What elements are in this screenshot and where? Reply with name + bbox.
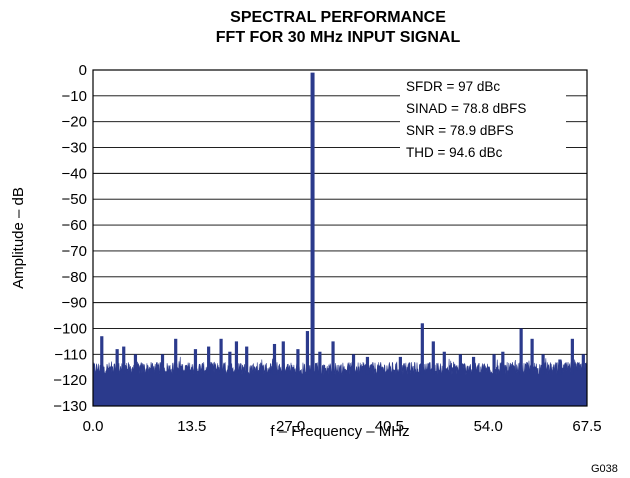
y-tick-label: −30	[62, 140, 87, 157]
x-tick-label: 54.0	[474, 418, 503, 435]
x-tick-label: 27.0	[276, 418, 305, 435]
annotation-background	[400, 76, 566, 162]
annotation-thd: THD = 94.6 dBc	[406, 145, 503, 160]
y-tick-label: −90	[62, 295, 87, 312]
y-axis-label: Amplitude – dB	[10, 187, 27, 289]
x-axis-ticks: 0.0 13.5 27.0 40.5 54.0 67.5	[83, 418, 602, 435]
y-tick-label: −130	[53, 398, 87, 415]
x-axis-label: f – Frequency – MHz	[270, 423, 409, 440]
y-tick-label: −40	[62, 165, 87, 182]
y-tick-label: −80	[62, 269, 87, 286]
y-tick-label: −110	[54, 346, 87, 363]
y-tick-label: −10	[62, 88, 87, 105]
figure-id: G038	[591, 463, 618, 475]
plot-frame	[92, 69, 588, 407]
annotation-sfdr: SFDR = 97 dBc	[406, 79, 500, 94]
chart-title-line-1: SPECTRAL PERFORMANCE	[230, 9, 446, 26]
y-axis-ticks: 0 −10 −20 −30 −40 −50 −60 −70 −80 −90 −100 −110 −120…	[53, 62, 87, 415]
spurs	[100, 72, 585, 375]
noise-floor	[92, 356, 588, 407]
chart-title-line-2: FFT FOR 30 MHz INPUT SIGNAL	[216, 29, 461, 46]
y-tick-label: 0	[79, 62, 87, 79]
x-tick-label: 67.5	[572, 418, 601, 435]
y-tick-label: −50	[62, 191, 87, 208]
y-tick-label: −20	[62, 114, 87, 131]
noise-floor-trace	[92, 356, 588, 407]
x-tick-label: 0.0	[83, 418, 104, 435]
annotation-sinad: SINAD = 78.8 dBFS	[406, 101, 526, 116]
y-tick-label: −100	[53, 320, 87, 337]
y-tick-label: −120	[53, 372, 87, 389]
x-tick-label: 40.5	[375, 418, 404, 435]
y-tick-label: −70	[62, 243, 87, 260]
y-tick-label: −60	[62, 217, 87, 234]
annotation-box	[400, 76, 566, 162]
annotation-snr: SNR = 78.9 dBFS	[406, 123, 514, 138]
x-tick-label: 13.5	[177, 418, 206, 435]
